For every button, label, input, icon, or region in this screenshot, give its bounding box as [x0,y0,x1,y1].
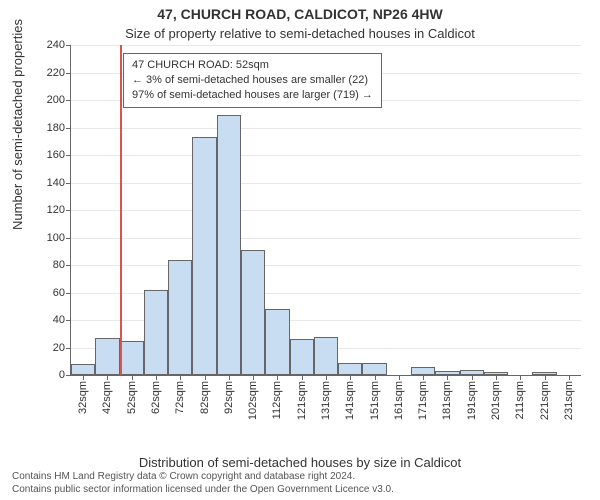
y-tick-label: 20 [53,342,65,354]
y-tick-label: 240 [47,39,65,51]
histogram-bar [338,363,362,375]
x-tick-label: 52sqm [126,375,138,414]
y-tick-label: 0 [59,369,65,381]
x-tick-label: 191sqm [466,375,478,420]
x-tick-label: 72sqm [174,375,186,414]
y-tick-label: 200 [47,94,65,106]
y-tick-label: 160 [47,149,65,161]
y-tick-label: 140 [47,177,65,189]
x-tick-label: 112sqm [271,375,283,419]
x-tick-label: 181sqm [441,375,453,420]
y-tick-label: 100 [47,232,65,244]
x-tick-label: 32sqm [77,375,89,414]
chart-title-main: 47, CHURCH ROAD, CALDICOT, NP26 4HW [0,6,600,22]
y-tick-label: 60 [53,287,65,299]
x-tick-label: 211sqm [514,375,526,419]
y-axis-label: Number of semi-detached properties [10,19,25,230]
histogram-bar [217,115,241,375]
histogram-bar [120,341,144,375]
annotation-line2: ← 3% of semi-detached houses are smaller… [132,73,373,88]
histogram-bar [362,363,386,375]
annotation-box: 47 CHURCH ROAD: 52sqm← 3% of semi-detach… [123,53,382,108]
histogram-bar [411,367,435,375]
gridline [71,183,581,184]
histogram-bar [241,250,265,375]
histogram-bar [71,364,95,375]
credits-text: Contains HM Land Registry data © Crown c… [12,471,394,496]
y-tick-label: 180 [47,122,65,134]
x-tick-label: 151sqm [369,375,381,420]
histogram-bar [192,137,216,375]
gridline [71,128,581,129]
x-tick-label: 201sqm [490,375,502,420]
gridline [71,210,581,211]
marker-line [120,45,122,375]
x-tick-label: 42sqm [101,375,113,414]
gridline [71,238,581,239]
histogram-bar [290,339,314,375]
annotation-line1: 47 CHURCH ROAD: 52sqm [132,58,373,73]
credits-line2: Contains public sector information licen… [12,484,394,497]
histogram-bar [314,337,338,376]
plot-area: 02040608010012014016018020022024032sqm42… [70,45,581,376]
credits-line1: Contains HM Land Registry data © Crown c… [12,471,394,484]
x-tick-label: 171sqm [417,375,429,420]
gridline [71,155,581,156]
x-tick-label: 121sqm [296,375,308,420]
y-tick-label: 120 [47,204,65,216]
x-tick-label: 82sqm [199,375,211,414]
gridline [71,265,581,266]
chart-title-sub: Size of property relative to semi-detach… [0,26,600,41]
x-tick-label: 92sqm [223,375,235,414]
x-tick-label: 141sqm [344,375,356,420]
x-tick-label: 62sqm [150,375,162,414]
histogram-bar [265,309,289,375]
x-tick-label: 131sqm [320,375,332,420]
x-tick-label: 102sqm [247,375,259,420]
y-tick-label: 220 [47,67,65,79]
annotation-line3: 97% of semi-detached houses are larger (… [132,88,373,103]
gridline [71,45,581,46]
histogram-bar [144,290,168,375]
y-tick-label: 40 [53,314,65,326]
y-tick-label: 80 [53,259,65,271]
histogram-bar [168,260,192,376]
histogram-bar [95,338,119,375]
x-tick-label: 221sqm [539,375,551,420]
chart-container: 47, CHURCH ROAD, CALDICOT, NP26 4HW Size… [0,0,600,500]
x-tick-label: 161sqm [393,375,405,420]
x-axis-label: Distribution of semi-detached houses by … [0,455,600,470]
x-tick-label: 231sqm [563,375,575,420]
